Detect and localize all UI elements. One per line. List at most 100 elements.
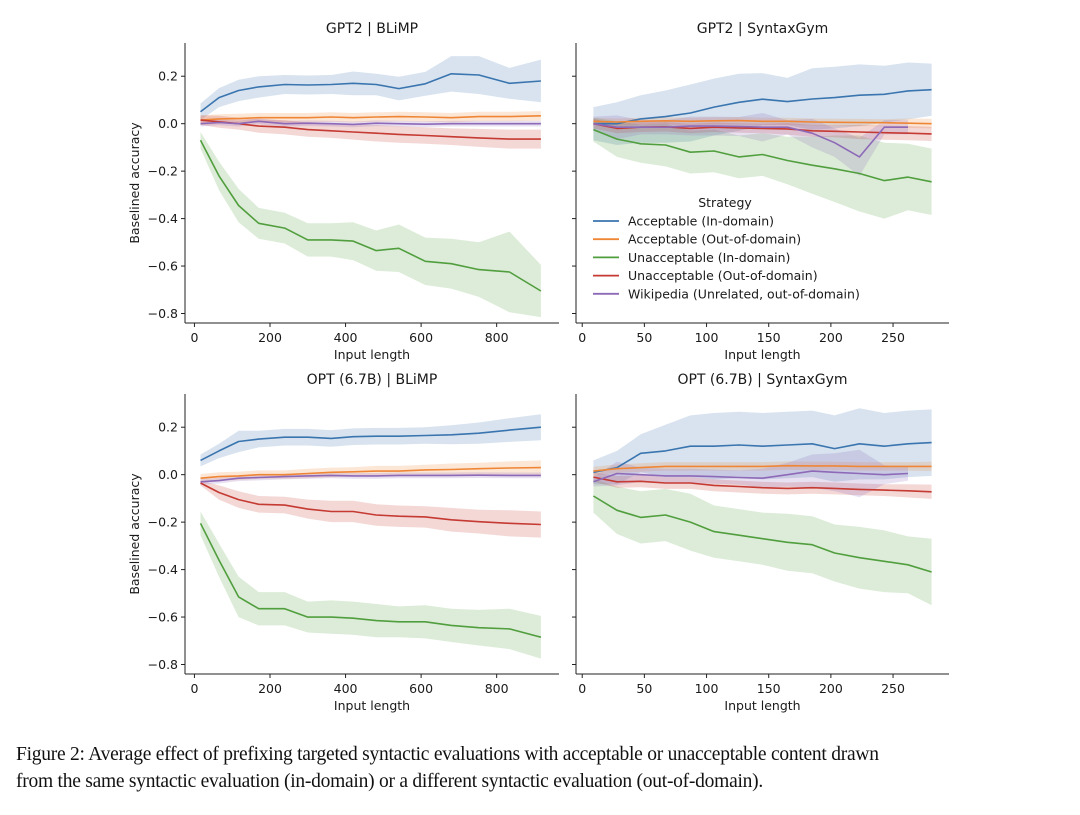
panel-opt-blimp: 0.2 0.0 −0.2 −0.4 −0.6 −0.8 0 200 400 600 800 OPT (…: [127, 372, 559, 713]
ci-band-wiki: [593, 113, 908, 176]
data-point-acc_out: [258, 117, 260, 119]
data-point-acc_out: [330, 116, 332, 118]
data-point-unacc_in: [540, 636, 542, 638]
data-point-acc_out: [593, 121, 595, 123]
data-point-acc_in: [330, 84, 332, 86]
data-point-unacc_in: [200, 140, 202, 142]
series-line-acc_out: [200, 115, 541, 121]
data-point-acc_out: [478, 116, 480, 118]
data-point-unacc_out: [834, 131, 836, 133]
data-point-acc_in: [713, 106, 715, 108]
data-point-unacc_in: [478, 269, 480, 271]
data-point-acc_out: [478, 468, 480, 470]
caption-line-2: from the same syntactic evaluation (in-d…: [16, 771, 764, 792]
data-point-unacc_in: [238, 596, 240, 598]
x-tick-label: 200: [819, 681, 843, 696]
ci-band-acc_in: [200, 414, 541, 467]
y-tick-label: −0.6: [148, 610, 178, 625]
data-point-acc_in: [307, 436, 309, 438]
data-point-unacc_in: [330, 239, 332, 241]
data-point-unacc_in: [218, 559, 220, 561]
data-point-acc_out: [425, 469, 427, 471]
data-point-unacc_in: [352, 240, 354, 242]
data-point-unacc_in: [352, 617, 354, 619]
legend: Strategy Acceptable (In-domain) Acceptable…: [593, 195, 860, 301]
data-point-wiki: [859, 156, 861, 158]
data-point-acc_out: [640, 121, 642, 123]
data-point-unacc_in: [593, 129, 595, 131]
data-point-acc_out: [540, 115, 542, 117]
data-point-unacc_in: [218, 175, 220, 177]
y-tick-label: −0.4: [148, 211, 178, 226]
data-point-unacc_in: [787, 542, 789, 544]
data-point-unacc_in: [738, 534, 740, 536]
data-point-unacc_in: [665, 514, 667, 516]
data-point-acc_out: [425, 116, 427, 118]
legend-label-unacc_in: Unacceptable (In-domain): [628, 250, 790, 265]
data-point-acc_in: [665, 450, 667, 452]
data-point-unacc_out: [218, 492, 220, 494]
data-point-acc_in: [258, 438, 260, 440]
data-point-unacc_out: [593, 476, 595, 478]
series-line-wiki: [593, 470, 909, 483]
data-point-unacc_in: [931, 181, 933, 183]
series-line-wiki: [593, 122, 908, 158]
data-point-wiki: [352, 475, 354, 477]
x-tick-label: 800: [485, 330, 509, 345]
data-point-wiki: [540, 475, 542, 477]
data-point-acc_out: [307, 473, 309, 475]
series-line-wiki: [200, 474, 541, 483]
data-point-acc_in: [218, 97, 220, 99]
x-tick-label: 0: [190, 330, 198, 345]
data-point-wiki: [375, 475, 377, 477]
series-line-acc_out: [200, 466, 541, 479]
series-line-acc_in: [200, 426, 541, 462]
data-point-wiki: [398, 475, 400, 477]
data-point-unacc_out: [540, 524, 542, 526]
x-tick-label: 0: [578, 681, 586, 696]
data-point-acc_in: [616, 123, 618, 125]
data-point-acc_out: [509, 467, 511, 469]
data-point-acc_out: [834, 122, 836, 124]
legend-label-acc_in: Acceptable (In-domain): [628, 214, 774, 229]
data-point-acc_out: [859, 122, 861, 124]
data-point-acc_in: [540, 426, 542, 428]
data-point-unacc_in: [713, 150, 715, 152]
ci-band-unacc_in: [200, 132, 541, 318]
data-point-wiki: [593, 481, 595, 483]
ci-band-unacc_out: [200, 480, 541, 538]
caption-line-1: Figure 2: Average effect of prefixing ta…: [16, 744, 879, 765]
data-point-acc_out: [330, 472, 332, 474]
data-point-unacc_in: [616, 138, 618, 140]
data-point-acc_out: [640, 467, 642, 469]
ci-band-unacc_in: [200, 511, 541, 659]
data-point-acc_out: [834, 465, 836, 467]
y-tick-label: −0.4: [148, 562, 178, 577]
data-point-acc_out: [218, 118, 220, 120]
data-point-unacc_in: [859, 557, 861, 559]
data-point-unacc_out: [931, 133, 933, 135]
data-point-wiki: [238, 123, 240, 125]
data-point-unacc_out: [352, 511, 354, 513]
data-point-acc_in: [307, 84, 309, 86]
series-line-unacc_in: [593, 128, 932, 183]
data-point-wiki: [738, 477, 740, 479]
data-point-acc_out: [540, 467, 542, 469]
data-point-wiki: [258, 477, 260, 479]
data-point-wiki: [330, 123, 332, 125]
data-point-unacc_out: [425, 516, 427, 518]
series-line-acc_in: [593, 441, 932, 474]
data-point-acc_in: [284, 84, 286, 86]
series-line-acc_in: [593, 88, 932, 125]
data-point-unacc_in: [616, 510, 618, 512]
x-tick-label: 250: [881, 681, 905, 696]
data-point-unacc_in: [713, 531, 715, 533]
data-point-acc_in: [811, 443, 813, 445]
data-point-acc_in: [690, 445, 692, 447]
legend-title: Strategy: [698, 195, 752, 210]
data-point-wiki: [478, 123, 480, 125]
data-point-acc_out: [884, 466, 886, 468]
data-point-unacc_in: [640, 143, 642, 145]
data-point-unacc_out: [398, 515, 400, 517]
data-point-acc_out: [200, 477, 202, 479]
